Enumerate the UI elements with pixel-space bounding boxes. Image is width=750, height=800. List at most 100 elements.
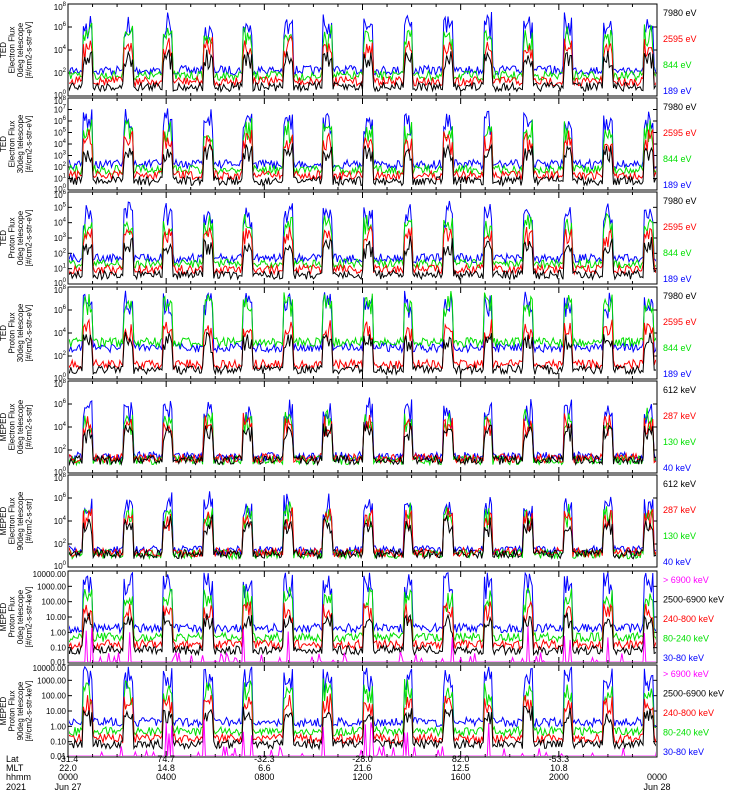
- y-tick-label: 107: [54, 105, 67, 115]
- y-tick-label: 108: [54, 2, 67, 12]
- y-tick-label: 102: [54, 445, 67, 455]
- y-axis-label-line: TED: [0, 230, 8, 246]
- x-tick-hhmm: 0800: [254, 772, 274, 782]
- panel-3: 106 105 104 103 102 101 100 TEDProton Flux0deg …: [0, 190, 697, 288]
- y-tick-label: 1.00: [50, 628, 66, 637]
- legend-entry: 189 eV: [663, 180, 692, 190]
- y-tick-label: 100: [54, 90, 67, 100]
- flux-series-black: [69, 49, 656, 93]
- x-row-label: Lat: [6, 754, 19, 764]
- y-tick-label: 10.00: [46, 613, 67, 622]
- y-tick-label: 105: [54, 128, 67, 138]
- legend-entry: 7980 eV: [663, 196, 697, 206]
- legend-entry: 844 eV: [663, 343, 692, 353]
- legend-entry: 287 keV: [663, 411, 696, 421]
- x-tick-hhmm: 0000: [647, 772, 667, 782]
- y-tick-label: 104: [54, 328, 67, 338]
- y-axis-label: MEPEDProton Flux0deg telescope[#/cm2-s-s…: [0, 587, 34, 648]
- flux-series-black: [69, 235, 656, 282]
- x-tick-lat: -28.0: [352, 754, 373, 764]
- y-tick-label: 0.10: [50, 644, 66, 653]
- x-tick-mlt: 10.8: [550, 763, 568, 773]
- x-tick-mlt: 22.0: [59, 763, 77, 773]
- legend-entry: 7980 eV: [663, 291, 697, 301]
- y-axis-label: TEDProton Flux30deg telescope[#/cm2-s-st…: [0, 303, 34, 362]
- panel-6: 108 106 104 102 100 MEPEDElectron Flux90deg t…: [0, 473, 696, 571]
- y-tick-label: 104: [54, 516, 67, 526]
- flux-series-black: [69, 331, 656, 376]
- flux-traces: [69, 491, 656, 561]
- x-row-label: 2021: [6, 782, 26, 792]
- y-axis-label-line: [#/cm2-s-str-eV]: [25, 22, 34, 79]
- y-axis-label-line: 90deg telescope: [16, 491, 25, 550]
- y-tick-label: 10.00: [46, 707, 67, 716]
- y-axis-label-line: 0deg telescope: [16, 399, 25, 454]
- y-tick-label: 108: [54, 96, 67, 106]
- y-axis-label: MEPEDProton Flux90deg telescope[#/cm2-s-…: [0, 681, 34, 742]
- flux-traces: [69, 572, 656, 662]
- y-axis-label-line: MEPED: [0, 507, 8, 536]
- flux-traces: [69, 666, 656, 756]
- y-axis-label-line: Electron Flux: [8, 404, 17, 451]
- y-tick-label: 108: [54, 379, 67, 389]
- x-tick-hhmm: 0400: [156, 772, 176, 782]
- y-tick-label: 104: [54, 139, 67, 149]
- legend-entry: 2595 eV: [663, 222, 697, 232]
- y-axis-label: TEDProton Flux0deg telescope[#/cm2-s-str…: [0, 210, 34, 267]
- y-tick-label: 10000.00: [33, 664, 67, 673]
- legend-entry: 2500-6900 keV: [663, 689, 724, 699]
- panel-7: 10000.00 1000.00 100.00 10.00 1.00 0.10 0.01 ME…: [0, 570, 724, 667]
- y-axis-label-line: Electron Flux: [8, 121, 17, 168]
- x-tick-lat: 82.0: [452, 754, 470, 764]
- legend-entry: 240-800 keV: [663, 708, 714, 718]
- flux-traces: [69, 11, 656, 93]
- y-tick-label: 0.01: [50, 658, 66, 667]
- flux-series-black: [69, 611, 656, 657]
- y-axis-label-line: TED: [0, 136, 8, 152]
- y-tick-label: 102: [54, 248, 67, 258]
- y-axis-label-line: TED: [0, 325, 8, 341]
- y-tick-label: 106: [54, 190, 67, 200]
- legend-entry: 2595 eV: [663, 128, 697, 138]
- flux-series-blue: [69, 572, 656, 635]
- y-tick-label: 106: [54, 305, 67, 315]
- y-tick-label: 102: [54, 162, 67, 172]
- flux-series-black: [69, 422, 656, 467]
- legend-entry: > 6900 keV: [663, 669, 709, 679]
- y-tick-label: 103: [54, 233, 67, 243]
- y-tick-label: 100: [54, 561, 67, 571]
- y-tick-label: 106: [54, 399, 67, 409]
- y-axis-label-line: 0deg telescope: [16, 210, 25, 265]
- y-axis-label-line: MEPED: [0, 413, 8, 442]
- legend-entry: 30-80 keV: [663, 747, 704, 757]
- legend-entry: 130 keV: [663, 531, 696, 541]
- y-tick-label: 101: [54, 174, 67, 184]
- x-tick-hhmm: 2000: [549, 772, 569, 782]
- x-tick-lat: -31.4: [58, 754, 79, 764]
- y-axis-label-line: [#/cm2-s-str-keV]: [25, 681, 34, 742]
- x-tick-date: Jun 28: [643, 782, 670, 792]
- y-axis-label-line: Electron Flux: [8, 498, 17, 545]
- panel-1: 108 106 104 102 100 TEDElectron Flux0deg tele…: [0, 2, 697, 100]
- y-axis-label-line: [#/cm2-s-str-eV]: [25, 210, 34, 267]
- flux-series-black: [69, 143, 656, 188]
- legend-entry: 844 eV: [663, 154, 692, 164]
- legend-entry: 2595 eV: [663, 34, 697, 44]
- legend-entry: 80-240 keV: [663, 728, 709, 738]
- legend-entry: 2595 eV: [663, 317, 697, 327]
- y-tick-label: 102: [54, 539, 67, 549]
- legend-entry: 2500-6900 keV: [663, 595, 724, 605]
- y-tick-label: 106: [54, 22, 67, 32]
- legend-entry: 189 eV: [663, 86, 692, 96]
- y-tick-label: 105: [54, 202, 67, 212]
- y-tick-label: 108: [54, 285, 67, 295]
- y-axis-label-line: 0deg telescope: [16, 22, 25, 77]
- y-axis-label-line: TED: [0, 42, 8, 58]
